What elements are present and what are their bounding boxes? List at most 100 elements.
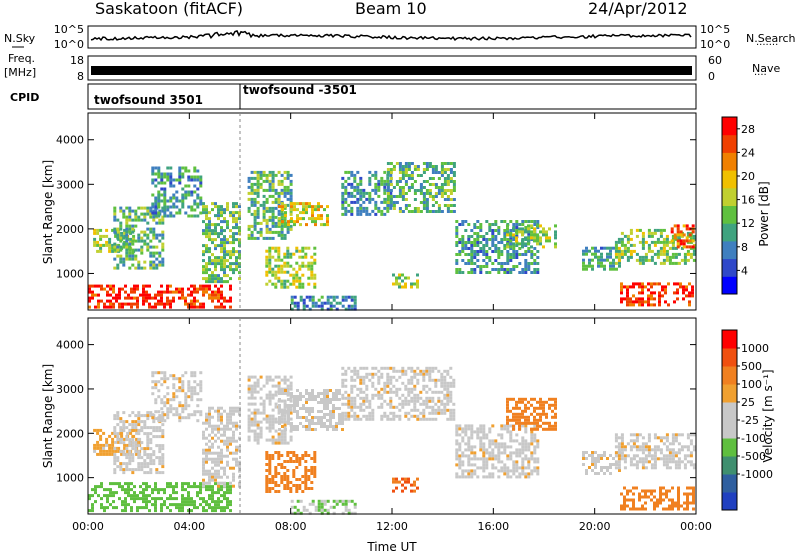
cpid-label: CPID [10,91,39,104]
vel-cell [515,416,518,419]
vel-cell [134,423,137,426]
vel-cell [304,454,307,457]
vel-cell [217,419,220,422]
vel-cell [654,454,657,457]
power-cell [432,210,435,213]
power-cell [305,202,308,205]
power-cell [407,277,410,280]
vel-cell [96,429,99,432]
power-cell [405,198,408,201]
power-cell [621,244,624,247]
vel-cell [591,451,594,454]
vel-cell [298,460,301,463]
power-cell [187,176,190,179]
power-cell [119,207,122,210]
power-cell [686,245,689,248]
vel-cell [160,497,163,500]
power-cell [163,200,166,203]
vel-cell [193,410,196,413]
vel-cell [304,472,307,475]
vel-cell [687,454,690,457]
vel-cell [99,438,102,441]
power-cell [444,183,447,186]
vel-cell [518,451,521,454]
freq-tick-high: 18 [70,54,84,67]
vel-cell [416,418,419,421]
vel-cell [251,430,254,433]
vel-cell [321,506,324,509]
vel-cell [377,397,380,400]
power-cell [283,256,286,259]
power-cell [618,250,621,253]
power-cell [152,237,155,240]
vel-cell [630,445,633,448]
power-cell [286,286,289,289]
vel-cell [341,382,344,385]
power-cell [429,183,432,186]
vel-cell [629,490,632,493]
power-cell [263,180,266,183]
vel-cell [158,459,161,462]
vel-cell [621,442,624,445]
power-cell [524,265,527,268]
power-cell [128,216,131,219]
vel-cell [286,487,289,490]
power-cell [306,305,309,308]
power-cell [545,233,548,236]
power-cell [435,195,438,198]
power-cell [485,262,488,265]
vel-cell [265,463,268,466]
vel-cell [446,391,449,394]
vel-cell [461,460,464,463]
vel-cell [265,490,268,493]
vel-cell [395,394,398,397]
vel-cell [350,370,353,373]
power-cell [542,233,545,236]
vel-cell [675,451,678,454]
power-cell [458,238,461,241]
power-cell [527,239,530,242]
vel-cell [266,394,269,397]
power-cell [473,253,476,256]
vel-cell [585,457,588,460]
power-cell [113,210,116,213]
power-cell [359,207,362,210]
power-cell [292,283,295,286]
vel-cell [254,391,257,394]
power-cell [444,177,447,180]
vel-cell [91,503,94,506]
power-cell [585,247,588,250]
vel-cell [284,400,287,403]
vel-cell [455,439,458,442]
power-cell [169,167,172,170]
vel-cell [380,397,383,400]
cpid-entry-2: twofsound -3501 [243,83,357,97]
power-cell [275,198,278,201]
power-cell [229,288,232,291]
vel-cell [533,436,536,439]
vel-cell [618,448,621,451]
power-cell [314,217,317,220]
vel-cell [214,476,217,479]
power-cell [217,211,220,214]
vel-cell [103,506,106,509]
power-cell [390,201,393,204]
power-cell [669,262,672,265]
vel-cell [503,442,506,445]
power-cell [304,247,307,250]
power-cell [275,222,278,225]
vel-cell [220,458,223,461]
power-cell [235,232,238,235]
vel-cell [290,412,293,415]
power-heatmap [88,162,696,311]
power-cell [450,162,453,165]
vel-cell [461,463,464,466]
vel-cell [208,449,211,452]
power-cell [272,207,275,210]
vel-cell [470,463,473,466]
vel-cell [527,460,530,463]
vel-cell [623,505,626,508]
vel-cell [260,388,263,391]
power-cell [163,203,166,206]
vel-cell [112,491,115,494]
